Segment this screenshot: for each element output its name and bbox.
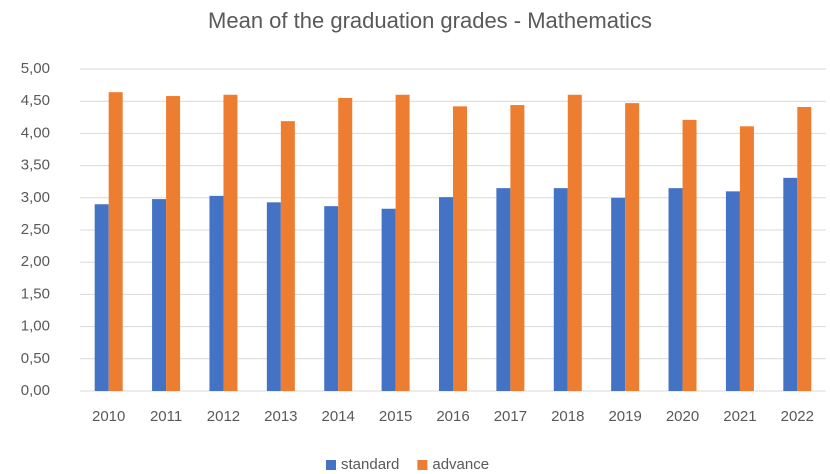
bar	[108, 92, 123, 392]
bar	[381, 208, 396, 391]
x-tick-label: 2020	[666, 408, 699, 425]
bar	[94, 204, 109, 391]
bar	[453, 106, 467, 392]
x-tick-label: 2012	[207, 408, 240, 425]
y-tick-label: 3,50	[21, 157, 50, 174]
y-tick-label: 1,50	[21, 285, 50, 302]
bar	[266, 202, 281, 391]
x-tick-label: 2016	[436, 408, 469, 425]
bar	[567, 94, 582, 391]
legend-label: advance	[432, 456, 489, 473]
bar	[152, 199, 167, 391]
y-tick-label: 0,50	[21, 350, 50, 367]
bar	[338, 97, 353, 391]
bar	[725, 191, 740, 391]
x-tick-label: 2021	[723, 408, 756, 425]
bar	[324, 206, 339, 391]
x-tick-label: 2015	[379, 408, 412, 425]
x-tick-label: 2018	[551, 408, 584, 425]
bar	[209, 195, 224, 391]
x-tick-label: 2013	[264, 408, 297, 425]
bar	[682, 119, 697, 391]
legend-label: standard	[341, 456, 399, 473]
y-tick-label: 2,00	[21, 253, 50, 270]
bar	[166, 96, 181, 391]
chart-title: Mean of the graduation grades - Mathemat…	[208, 8, 652, 33]
bar	[797, 106, 812, 391]
y-tick-label: 0,00	[21, 382, 50, 399]
bar	[668, 188, 683, 391]
bar	[739, 126, 754, 391]
y-tick-label: 4,50	[21, 92, 50, 109]
legend-swatch	[326, 460, 336, 470]
bar	[611, 197, 626, 391]
x-tick-label: 2011	[150, 408, 182, 425]
y-tick-label: 5,00	[21, 60, 50, 77]
x-tick-label: 2022	[781, 408, 814, 425]
x-tick-label: 2014	[322, 408, 355, 425]
bar	[280, 121, 295, 391]
x-tick-label: 2010	[92, 408, 125, 425]
bar	[783, 177, 798, 391]
y-tick-label: 4,00	[21, 124, 50, 141]
bar	[553, 188, 568, 391]
x-tick-label: 2019	[608, 408, 641, 425]
bar	[439, 197, 453, 391]
bar	[395, 94, 410, 391]
y-tick-label: 1,00	[21, 318, 50, 335]
bar	[496, 188, 511, 391]
x-tick-label: 2017	[494, 408, 527, 425]
bar	[510, 105, 525, 392]
bar	[625, 103, 640, 391]
y-tick-label: 2,50	[21, 221, 50, 238]
y-tick-label: 3,00	[21, 189, 50, 206]
legend-swatch	[417, 460, 428, 470]
bar	[223, 94, 238, 391]
